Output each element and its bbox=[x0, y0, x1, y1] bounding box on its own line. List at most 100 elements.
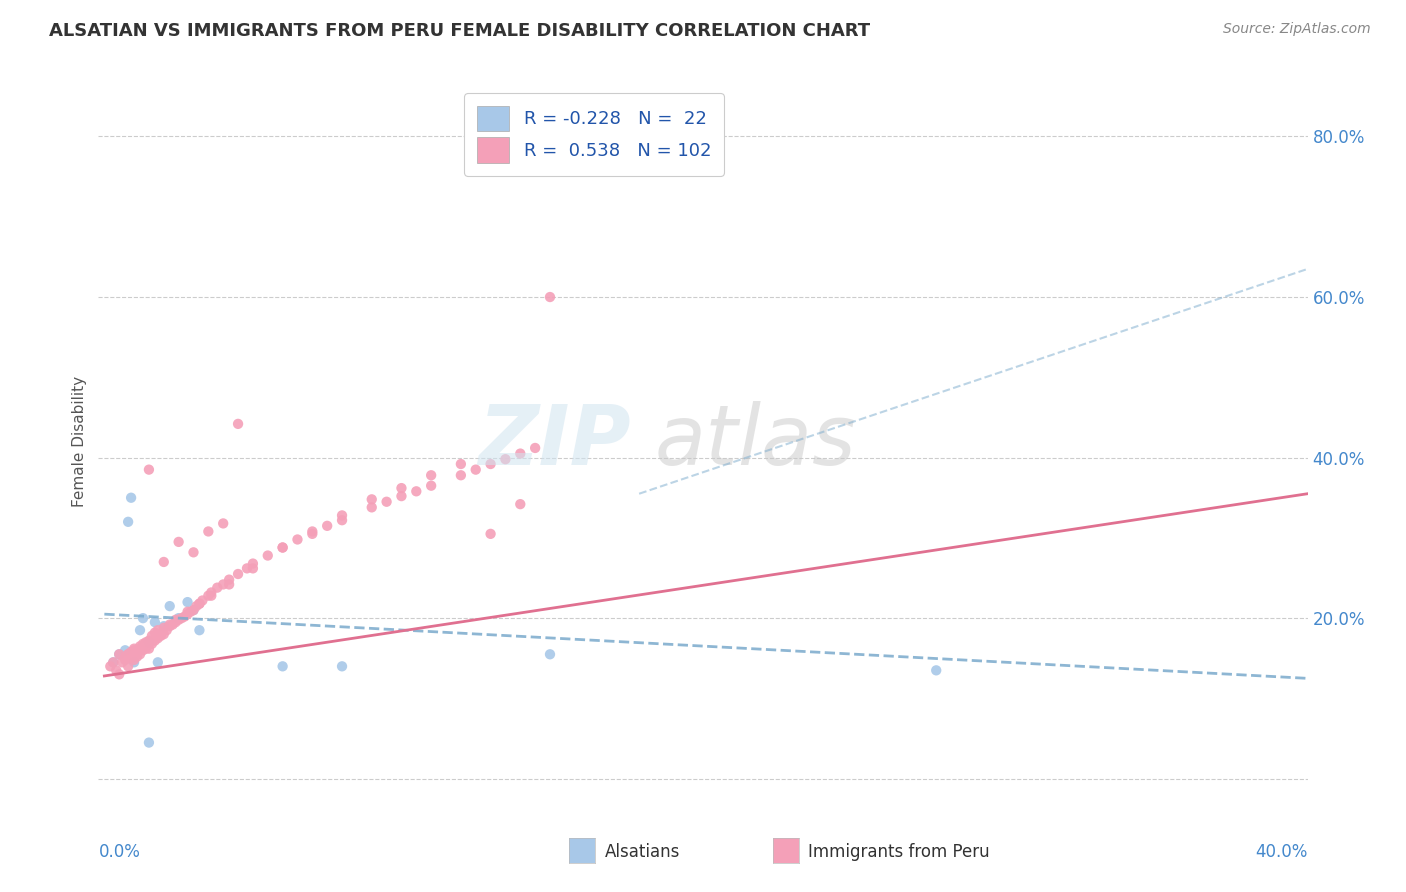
Text: ZIP: ZIP bbox=[478, 401, 630, 482]
Point bbox=[212, 577, 235, 591]
Point bbox=[524, 441, 547, 455]
Point bbox=[125, 643, 148, 657]
Point bbox=[464, 462, 486, 476]
Point bbox=[494, 452, 516, 467]
Point bbox=[191, 593, 214, 607]
Point bbox=[159, 619, 181, 633]
Point bbox=[125, 649, 148, 664]
Point bbox=[226, 417, 249, 431]
Point bbox=[360, 500, 382, 515]
Point bbox=[256, 549, 278, 563]
Point bbox=[141, 637, 163, 651]
Point bbox=[271, 541, 294, 555]
Point bbox=[152, 627, 174, 641]
Point bbox=[132, 611, 155, 625]
Point bbox=[200, 589, 222, 603]
Point bbox=[183, 603, 205, 617]
Point bbox=[120, 645, 142, 659]
Point bbox=[236, 561, 259, 575]
Point bbox=[509, 497, 531, 511]
Point bbox=[167, 613, 190, 627]
Point bbox=[108, 648, 131, 662]
Text: Source: ZipAtlas.com: Source: ZipAtlas.com bbox=[1223, 22, 1371, 37]
Point bbox=[165, 613, 187, 627]
Point bbox=[135, 635, 157, 649]
Point bbox=[108, 648, 131, 662]
Point bbox=[146, 632, 169, 646]
Point bbox=[108, 667, 131, 681]
Point bbox=[129, 648, 152, 662]
Point bbox=[167, 611, 190, 625]
Point bbox=[420, 468, 443, 483]
Text: atlas: atlas bbox=[655, 401, 856, 482]
Point bbox=[450, 457, 472, 471]
Y-axis label: Female Disability: Female Disability bbox=[72, 376, 87, 508]
Point bbox=[138, 735, 160, 749]
Point bbox=[159, 617, 181, 632]
Point bbox=[538, 648, 561, 662]
Point bbox=[98, 659, 121, 673]
Point bbox=[105, 664, 128, 678]
Point bbox=[141, 629, 163, 643]
Point bbox=[212, 516, 235, 531]
Point bbox=[218, 573, 240, 587]
Point bbox=[287, 533, 309, 547]
Point bbox=[271, 659, 294, 673]
Point bbox=[391, 489, 413, 503]
Point bbox=[117, 659, 139, 673]
Point bbox=[330, 508, 353, 523]
Point bbox=[176, 607, 198, 621]
Point bbox=[159, 599, 181, 614]
Point bbox=[143, 615, 166, 630]
Point bbox=[135, 637, 157, 651]
Point bbox=[138, 635, 160, 649]
Text: Immigrants from Peru: Immigrants from Peru bbox=[808, 843, 990, 861]
Point bbox=[405, 484, 427, 499]
Point bbox=[117, 648, 139, 662]
Point bbox=[129, 641, 152, 656]
Point bbox=[165, 615, 187, 630]
Point bbox=[120, 491, 142, 505]
Point bbox=[479, 526, 502, 541]
Point bbox=[132, 643, 155, 657]
Point bbox=[360, 492, 382, 507]
Legend: R = -0.228   N =  22, R =  0.538   N = 102: R = -0.228 N = 22, R = 0.538 N = 102 bbox=[464, 93, 724, 176]
Point bbox=[197, 589, 219, 603]
Point bbox=[152, 555, 174, 569]
Point bbox=[132, 637, 155, 651]
Point bbox=[183, 545, 205, 559]
Point bbox=[218, 577, 240, 591]
Point bbox=[138, 462, 160, 476]
Point bbox=[271, 541, 294, 555]
Point bbox=[141, 633, 163, 648]
Point bbox=[330, 659, 353, 673]
Point bbox=[149, 629, 172, 643]
Point bbox=[330, 513, 353, 527]
Point bbox=[103, 655, 125, 669]
Text: 0.0%: 0.0% bbox=[98, 843, 141, 861]
Text: Alsatians: Alsatians bbox=[605, 843, 681, 861]
Point bbox=[188, 623, 211, 637]
Point bbox=[152, 621, 174, 635]
Point bbox=[176, 595, 198, 609]
Point bbox=[188, 597, 211, 611]
Point bbox=[226, 567, 249, 582]
Point bbox=[538, 290, 561, 304]
Point bbox=[143, 633, 166, 648]
Point bbox=[122, 655, 145, 669]
Point bbox=[242, 561, 264, 575]
Point bbox=[375, 494, 398, 508]
Point bbox=[162, 617, 184, 632]
Point bbox=[138, 633, 160, 648]
Point bbox=[183, 603, 205, 617]
Point bbox=[114, 653, 136, 667]
Point bbox=[146, 629, 169, 643]
Point bbox=[197, 524, 219, 539]
Point bbox=[146, 623, 169, 637]
Point bbox=[146, 655, 169, 669]
Point bbox=[135, 641, 157, 656]
Point bbox=[420, 478, 443, 492]
Point bbox=[200, 585, 222, 599]
Point bbox=[167, 534, 190, 549]
Point bbox=[925, 664, 948, 678]
